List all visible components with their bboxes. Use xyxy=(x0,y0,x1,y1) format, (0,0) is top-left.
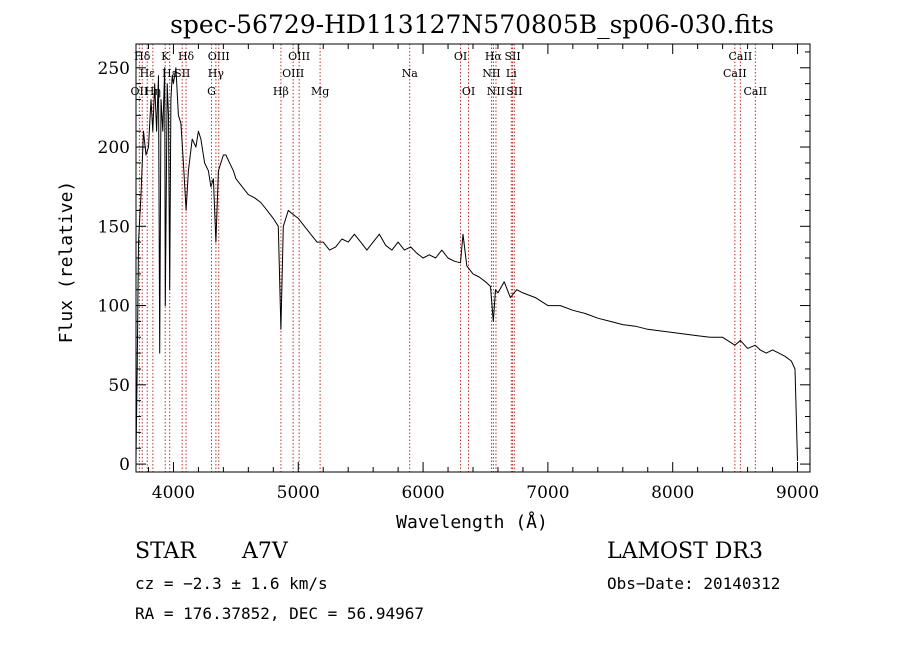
line-marker-label: Mg xyxy=(311,85,329,98)
x-tick-label: 4000 xyxy=(152,483,195,503)
line-marker-label: Hη xyxy=(145,85,161,98)
line-marker-label: Hα xyxy=(485,50,503,63)
survey-label: LAMOST DR3 xyxy=(607,539,763,564)
redshift-text: cz = −2.3 ± 1.6 km/s xyxy=(135,574,328,593)
radec-text: RA = 176.37852, DEC = 56.94967 xyxy=(135,604,424,623)
line-marker-label: SII xyxy=(506,85,522,98)
y-tick-label: 250 xyxy=(98,59,130,79)
line-marker-label: OIII xyxy=(288,50,310,63)
line-marker-label: OIII xyxy=(208,50,230,63)
line-marker-label: SII xyxy=(504,50,520,63)
y-tick-label: 50 xyxy=(108,376,130,396)
subclass-label: A7V xyxy=(242,539,288,564)
line-marker-label: Li xyxy=(506,67,517,80)
y-axis-label: Flux (relative) xyxy=(56,181,77,344)
obs-date-text: Obs−Date: 20140312 xyxy=(607,574,781,593)
y-tick-label: 0 xyxy=(119,455,130,475)
y-tick-label: 150 xyxy=(98,217,130,237)
x-tick-label: 9000 xyxy=(776,483,819,503)
x-tick-label: 8000 xyxy=(651,483,694,503)
x-tick-label: 5000 xyxy=(277,483,320,503)
line-marker-label: OI xyxy=(454,50,467,63)
line-marker-label: CaII xyxy=(723,67,747,80)
line-marker-label: Hε xyxy=(140,67,156,80)
line-marker-label: OI xyxy=(462,85,475,98)
y-axis: 0 50 100 150 200 250 xyxy=(98,51,810,475)
x-tick-label: 7000 xyxy=(526,483,569,503)
line-marker-label: Hδ xyxy=(178,50,195,63)
x-axis-label: Wavelength (Å) xyxy=(396,511,548,533)
line-marker-label: Na xyxy=(402,67,419,80)
class-label: STAR xyxy=(135,539,196,564)
line-marker-label: CaII xyxy=(743,85,767,98)
line-marker-label: NII xyxy=(487,85,505,98)
line-marker-label: NII xyxy=(482,67,500,80)
line-marker-label: G xyxy=(207,85,216,98)
chart-title: spec-56729-HD113127N570805B_sp06-030.fit… xyxy=(170,10,774,39)
plot-frame xyxy=(135,43,811,473)
line-marker-label: OII xyxy=(131,85,149,98)
line-markers xyxy=(138,44,756,472)
x-axis: 4000 5000 6000 7000 8000 9000 xyxy=(147,44,819,503)
spectrum-series-line xyxy=(135,67,798,461)
line-marker-label: OIII xyxy=(282,67,304,80)
y-tick-label: 100 xyxy=(98,297,130,317)
line-marker-label: SII xyxy=(174,67,190,80)
line-marker-label: K xyxy=(161,50,170,63)
line-marker-label: CaII xyxy=(729,50,753,63)
line-marker-label: Hγ xyxy=(208,67,225,80)
line-marker-label: Hδ xyxy=(134,50,151,63)
line-marker-label: Hβ xyxy=(273,85,289,98)
x-tick-label: 6000 xyxy=(401,483,444,503)
y-tick-label: 200 xyxy=(98,138,130,158)
line-marker-label: Hε xyxy=(162,67,178,80)
